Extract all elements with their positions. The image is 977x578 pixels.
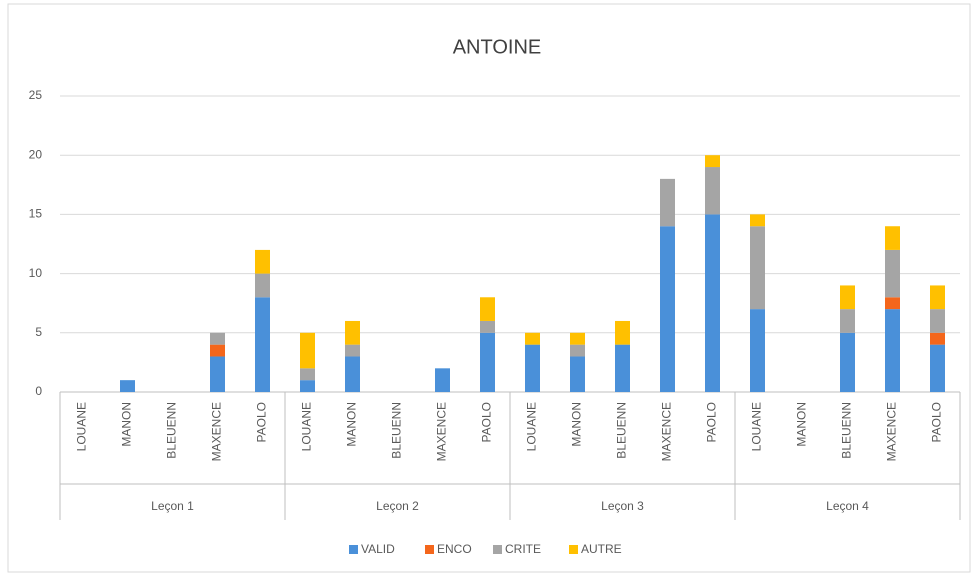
legend-swatch [425,545,434,554]
bar-segment [480,320,495,333]
y-tick-label: 0 [35,384,42,398]
bar-segment [525,344,540,392]
bar-segment [660,178,675,227]
x-tick-label: BLEUENN [840,402,854,459]
bar-segment [840,309,855,333]
bar-segment [615,344,630,392]
bar-segment [930,344,945,392]
x-tick-label: LOUANE [525,402,539,451]
bar-segment [300,368,315,381]
bar-segment [480,332,495,392]
bar-segment [885,309,900,392]
x-tick-label: MAXENCE [660,402,674,461]
x-tick-label: LOUANE [75,402,89,451]
bar-segment [210,356,225,392]
x-tick-label: LOUANE [750,402,764,451]
y-tick-label: 10 [29,266,43,280]
bar-segment [345,356,360,392]
bar-segment [750,309,765,392]
bar-segment [525,332,540,345]
bar-segment [930,309,945,333]
legend-label: ENCO [437,542,472,556]
bar-segment [435,368,450,392]
bar-segment [255,249,270,274]
x-tick-label: PAOLO [705,402,719,442]
x-tick-label: PAOLO [255,402,269,442]
bar-segment [660,226,675,392]
bar-segment [930,332,945,345]
bar-segment [840,285,855,310]
group-label: Leçon 2 [376,499,419,513]
x-tick-label: MANON [570,402,584,447]
legend-label: AUTRE [581,542,622,556]
legend-swatch [493,545,502,554]
y-tick-label: 15 [29,207,43,221]
bar-segment [570,332,585,345]
x-tick-label: MAXENCE [210,402,224,461]
bar-segment [750,226,765,310]
bar-segment [570,356,585,392]
bar-segment [750,214,765,227]
x-tick-label: PAOLO [480,402,494,442]
x-tick-label: MAXENCE [885,402,899,461]
legend-label: VALID [361,542,395,556]
y-tick-label: 5 [35,325,42,339]
chart-frame [7,3,971,573]
x-tick-label: MANON [120,402,134,447]
bar-segment [210,332,225,345]
x-tick-label: BLEUENN [165,402,179,459]
x-tick-label: BLEUENN [390,402,404,459]
legend-label: CRITE [505,542,541,556]
bar-segment [345,344,360,357]
bar-segment [120,380,135,392]
bar-segment [570,344,585,357]
bar-segment [345,320,360,345]
bar-segment [705,155,720,168]
y-tick-label: 25 [29,88,43,102]
x-tick-label: MANON [795,402,809,447]
x-tick-label: PAOLO [930,402,944,442]
x-tick-label: BLEUENN [615,402,629,459]
y-tick-label: 20 [29,147,43,161]
legend-swatch [569,545,578,554]
bar-segment [885,249,900,298]
chart-title: ANTOINE [453,36,542,58]
bar-segment [210,344,225,357]
x-tick-label: MAXENCE [435,402,449,461]
x-tick-label: MANON [345,402,359,447]
group-label: Leçon 4 [826,499,869,513]
group-label: Leçon 1 [151,499,194,513]
bar-segment [255,297,270,392]
bar-segment [705,214,720,392]
bar-segment [930,285,945,310]
group-label: Leçon 3 [601,499,644,513]
bar-segment [300,380,315,392]
bar-segment [480,297,495,321]
bar-segment [705,167,720,215]
bar-segment [615,320,630,345]
legend-swatch [349,545,358,554]
x-tick-label: LOUANE [300,402,314,451]
bar-segment [885,226,900,250]
bar-segment [885,297,900,310]
bar-segment [300,332,315,369]
bar-segment [840,332,855,392]
bar-segment [255,273,270,298]
